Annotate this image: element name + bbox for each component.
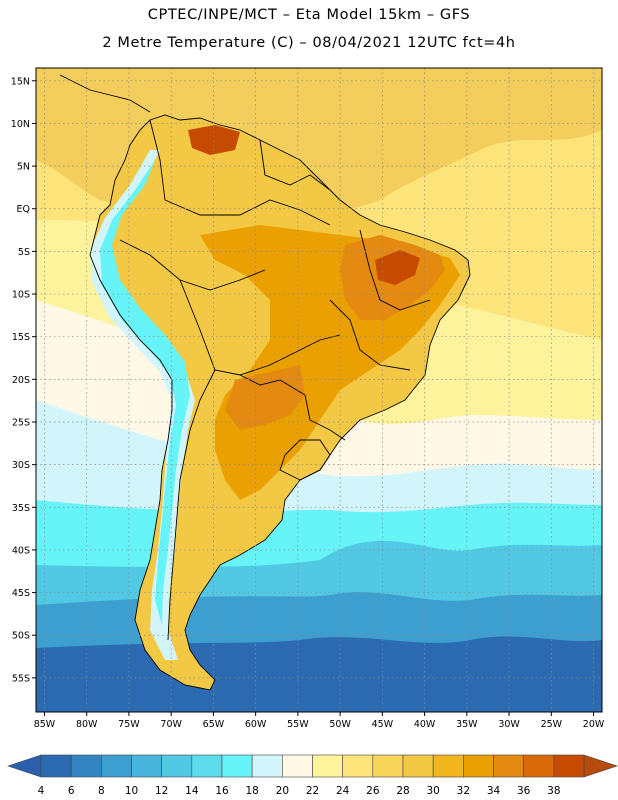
lon-tick-label: 50W [329,719,351,730]
colorbar-swatch [553,754,585,778]
colorbar-swatch [161,754,193,778]
lat-tick-label: 15N [11,76,30,87]
colorbar-label: 32 [457,785,470,797]
lat-tick-label: 5S [18,247,30,258]
lon-tick-label: 30W [498,719,520,730]
colorbar-swatch [251,754,283,778]
lat-tick-label: 35S [12,503,30,514]
longitude-axis: 85W 80W 75W 70W 65W 60W 55W 50W 45W 40W 35W 30W 25W 2… [34,712,605,730]
lat-tick-label: 25S [12,417,30,428]
colorbar-label: 28 [396,785,409,797]
colorbar-swatch [131,754,162,778]
lon-tick-label: 65W [203,719,225,730]
lat-tick-label: 10N [11,119,30,130]
lat-tick-label: EQ [17,204,30,215]
colorbar-label: 12 [155,785,168,797]
lon-tick-label: 85W [34,719,56,730]
colorbar-swatch [101,754,132,778]
lon-tick-label: 25W [541,719,563,730]
map-title-line-2: 2 Metre Temperature (C) – 08/04/2021 12U… [102,35,516,51]
map-frame [35,67,603,713]
colorbar-swatch [402,754,434,778]
map-title-line-1: CPTEC/INPE/MCT – Eta Model 15km – GFS [147,7,471,23]
colorbar-swatch [372,754,404,778]
colorbar-label: 20 [276,785,289,797]
graticule [36,68,602,712]
lon-tick-label: 70W [160,719,182,730]
lat-tick-label: 5N [17,162,30,173]
land-hottest-spot-2 [188,125,240,155]
colorbar-label: 30 [426,785,439,797]
lat-tick-label: 55S [12,673,30,684]
colorbar-label: 26 [366,785,380,797]
colorbar-under-arrow [7,754,42,778]
colorbar-label: 4 [38,785,45,797]
colorbar-swatch [70,754,102,778]
colorbar-label: 38 [547,785,560,797]
lon-tick-label: 60W [245,719,267,730]
colorbar-label: 24 [336,785,350,797]
lon-tick-label: 40W [414,719,436,730]
colorbar-swatch [432,754,464,778]
colorbar-label: 18 [245,785,258,797]
colorbar-swatch [493,754,524,778]
colorbar-swatch [463,754,494,778]
lat-tick-label: 15S [12,332,30,343]
colorbar-swatch [282,754,313,778]
lat-tick-label: 20S [12,375,30,386]
lon-tick-label: 20W [583,719,605,730]
lon-tick-label: 80W [76,719,98,730]
colorbar-label: 34 [487,785,501,797]
lon-tick-label: 55W [287,719,309,730]
colorbar-swatch [221,754,253,778]
latitude-axis: 15N 10N 5N EQ 5S 10S 15S 20S 25S 30S 35S 40S 45S 50S 5… [11,76,36,684]
lon-tick-label: 45W [372,719,394,730]
colorbar-swatch [191,754,223,778]
colorbar-swatch [40,754,72,778]
land-hottest-spot [375,250,420,285]
lat-tick-label: 30S [12,460,30,471]
colorbar-label: 22 [306,785,319,797]
lon-tick-label: 35W [456,719,478,730]
colorbar-swatch [342,754,374,778]
land-hotter-region-2 [225,365,305,430]
map-field [36,68,602,712]
andes-coldest-strip [100,160,190,625]
colorbar-label: 6 [68,785,75,797]
temperature-colorbar: 4 6 8 10 12 14 16 18 20 22 24 26 28 30 32 34 36 38 [7,754,618,797]
country-borders [59,74,471,691]
lat-tick-label: 50S [12,631,30,642]
colorbar-swatch [523,754,555,778]
colorbar-over-arrow [583,754,618,778]
lat-tick-label: 10S [12,290,30,301]
colorbar-swatch [312,754,343,778]
lat-tick-label: 40S [12,545,30,556]
colorbar-label: 14 [185,785,199,797]
colorbar-label: 16 [215,785,229,797]
colorbar-label: 36 [517,785,531,797]
lon-tick-label: 75W [118,719,140,730]
colorbar-label: 10 [125,785,138,797]
colorbar-label: 8 [98,785,105,797]
lat-tick-label: 45S [12,588,30,599]
